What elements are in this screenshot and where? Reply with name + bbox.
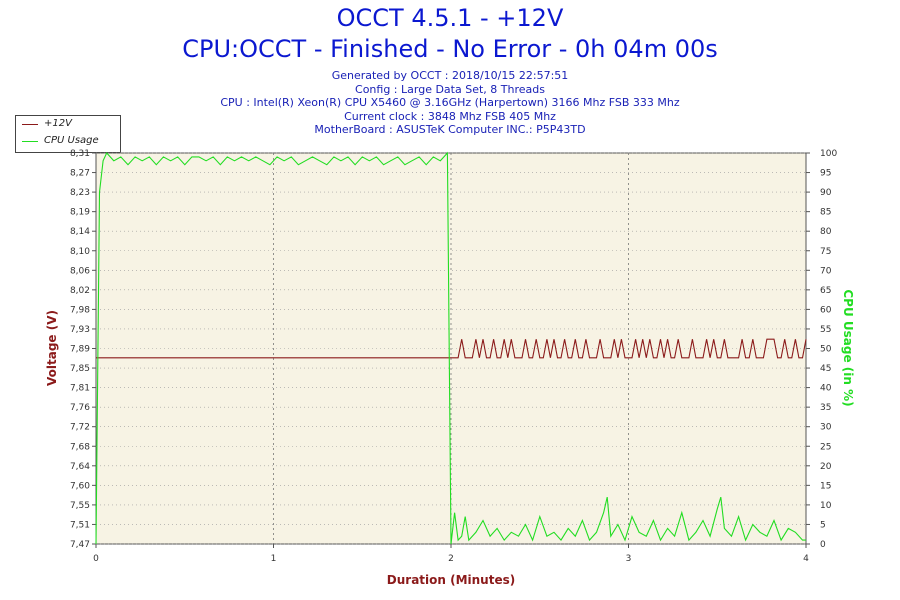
x-tick-label: 3 [626,554,632,564]
y-axis-label: Voltage (V) [45,310,59,386]
y-tick-label: 7,72 [70,423,90,433]
y2-tick-label: 10 [820,501,832,511]
y2-tick-label: 65 [820,286,831,296]
y-tick-label: 8,31 [70,149,90,159]
x-tick-label: 2 [448,554,454,564]
y2-tick-label: 0 [820,540,826,550]
y2-tick-label: 45 [820,364,831,374]
chart-title: OCCT 4.5.1 - +12V [336,4,564,32]
y-tick-label: 7,60 [70,481,90,491]
y2-tick-label: 60 [820,305,832,315]
chart-subtitle: CPU:OCCT - Finished - No Error - 0h 04m … [182,35,718,63]
y2-tick-label: 50 [820,345,832,355]
grid [96,152,806,545]
legend: +12V CPU Usage [15,115,121,153]
y-tick-label: 8,06 [70,266,90,276]
y2-tick-label: 20 [820,462,832,472]
y2-tick-label: 15 [820,481,831,491]
y-tick-label: 7,81 [70,384,90,394]
legend-label-12v: +12V [44,118,72,129]
info-motherboard: MotherBoard : ASUSTeK Computer INC.: P5P… [314,123,586,137]
y-tick-label: 7,89 [70,345,90,355]
y2-tick-label: 25 [820,442,831,452]
y2-tick-label: 75 [820,247,831,257]
y-tick-label: 8,14 [70,227,90,237]
series-line-12v [96,338,807,359]
y-tick-label: 8,02 [70,286,90,296]
legend-item-cpu-usage: CPU Usage [22,134,118,150]
y-tick-label: 8,10 [70,247,90,257]
legend-item-12v: +12V [22,117,118,133]
y-tick-label: 8,27 [70,169,90,179]
y2-tick-label: 85 [820,208,831,218]
y2-tick-label: 70 [820,266,832,276]
y2-tick-label: 35 [820,403,831,413]
y-tick-label: 7,51 [70,520,90,530]
legend-label-cpu-usage: CPU Usage [44,135,99,146]
legend-swatch-cpu-usage [22,141,38,142]
y-tick-label: 8,19 [70,208,90,218]
y-tick-label: 7,98 [70,305,90,315]
y2-tick-label: 5 [820,520,826,530]
info-cpu: CPU : Intel(R) Xeon(R) CPU X5460 @ 3.16G… [220,96,680,110]
info-clock: Current clock : 3848 Mhz FSB 405 Mhz [344,109,556,123]
system-info: Generated by OCCT : 2018/10/15 22:57:51 … [0,69,900,137]
legend-swatch-12v [22,124,38,125]
y-tick-label: 7,76 [70,403,90,413]
y-tick-label: 8,23 [70,188,90,198]
y2-tick-label: 40 [820,384,832,394]
tick-labels: 7,47 07,51 57,55 107,60 157,64 207,68 257,72 30… [70,149,837,564]
y-tick-label: 7,85 [70,364,90,374]
y2-tick-label: 95 [820,169,831,179]
y-tick-label: 7,64 [70,462,90,472]
info-config: Config : Large Data Set, 8 Threads [355,82,545,96]
x-tick-label: 1 [271,554,277,564]
x-axis-label: Duration (Minutes) [387,573,515,587]
y2-tick-label: 55 [820,325,831,335]
x-tick-label: 0 [93,554,99,564]
y-tick-label: 7,55 [70,501,90,511]
y-tick-label: 7,93 [70,325,90,335]
y2-tick-label: 90 [820,188,832,198]
y2-axis-label: CPU Usage (in %) [841,289,855,406]
series-line-cpu-usage [95,151,806,545]
y2-tick-label: 80 [820,227,832,237]
y2-tick-label: 30 [820,423,832,433]
y-tick-label: 7,68 [70,442,90,452]
info-generated: Generated by OCCT : 2018/10/15 22:57:51 [331,69,569,82]
y-tick-label: 7,47 [70,540,90,550]
y2-tick-label: 100 [820,149,837,159]
series-group [95,151,807,545]
x-tick-label: 4 [803,554,809,564]
